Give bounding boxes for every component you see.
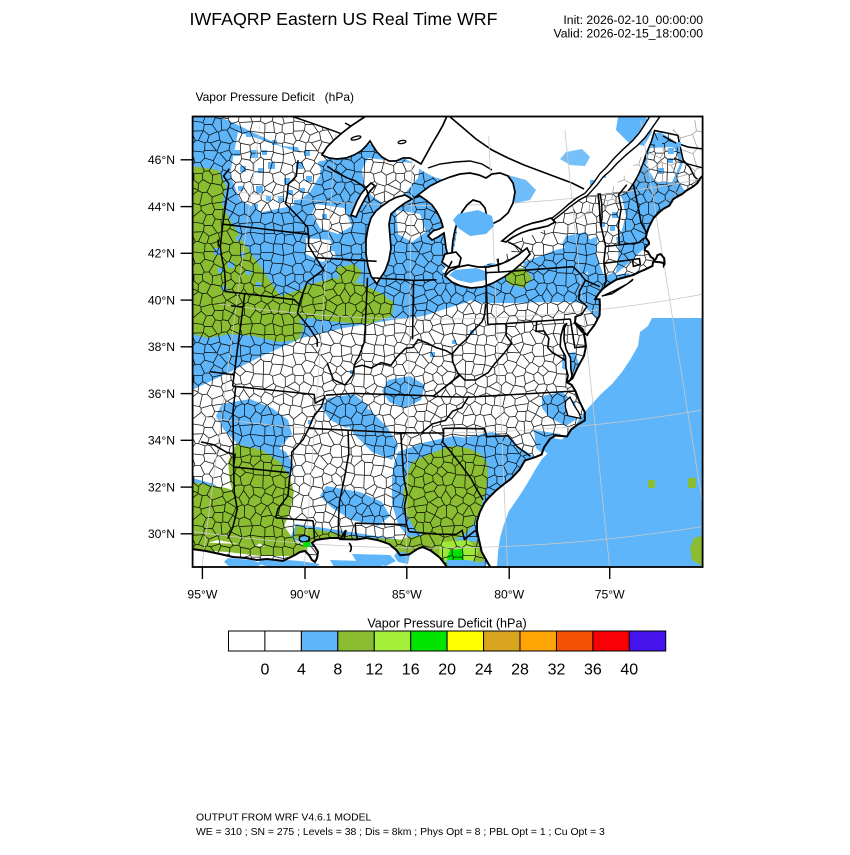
svg-text:34°N: 34°N [148, 434, 175, 448]
svg-text:85°W: 85°W [392, 588, 422, 602]
svg-text:42°N: 42°N [148, 247, 175, 261]
svg-text:0: 0 [260, 662, 269, 679]
svg-text:44°N: 44°N [148, 200, 175, 214]
svg-text:28: 28 [511, 662, 529, 679]
svg-text:30°N: 30°N [148, 527, 175, 541]
svg-text:24: 24 [475, 662, 493, 679]
svg-text:32: 32 [548, 662, 566, 679]
svg-text:WE = 310 ; SN = 275 ; Levels =: WE = 310 ; SN = 275 ; Levels = 38 ; Dis … [196, 827, 605, 838]
svg-text:38°N: 38°N [148, 340, 175, 354]
svg-text:95°W: 95°W [187, 588, 217, 602]
svg-text:40: 40 [620, 662, 638, 679]
svg-text:IWFAQRP Eastern US Real Time W: IWFAQRP Eastern US Real Time WRF [190, 9, 498, 29]
svg-text:40°N: 40°N [148, 293, 175, 307]
svg-text:75°W: 75°W [595, 588, 625, 602]
svg-text:OUTPUT FROM WRF V4.6.1 MODEL: OUTPUT FROM WRF V4.6.1 MODEL [196, 813, 372, 824]
svg-text:36: 36 [584, 662, 602, 679]
svg-text:32°N: 32°N [148, 480, 175, 494]
svg-text:80°W: 80°W [494, 588, 524, 602]
svg-text:20: 20 [438, 662, 456, 679]
svg-text:Vapor Pressure Deficit (hPa): Vapor Pressure Deficit (hPa) [196, 90, 355, 104]
svg-text:16: 16 [402, 662, 420, 679]
svg-text:Vapor Pressure Deficit (hPa): Vapor Pressure Deficit (hPa) [367, 617, 526, 631]
svg-text:90°W: 90°W [290, 588, 320, 602]
svg-text:Init: 2026-02-10_00:00:00: Init: 2026-02-10_00:00:00 [563, 13, 703, 27]
svg-text:36°N: 36°N [148, 387, 175, 401]
svg-text:8: 8 [333, 662, 342, 679]
svg-text:46°N: 46°N [148, 153, 175, 167]
svg-text:12: 12 [365, 662, 383, 679]
svg-text:Valid: 2026-02-15_18:00:00: Valid: 2026-02-15_18:00:00 [553, 27, 703, 41]
svg-text:4: 4 [297, 662, 306, 679]
